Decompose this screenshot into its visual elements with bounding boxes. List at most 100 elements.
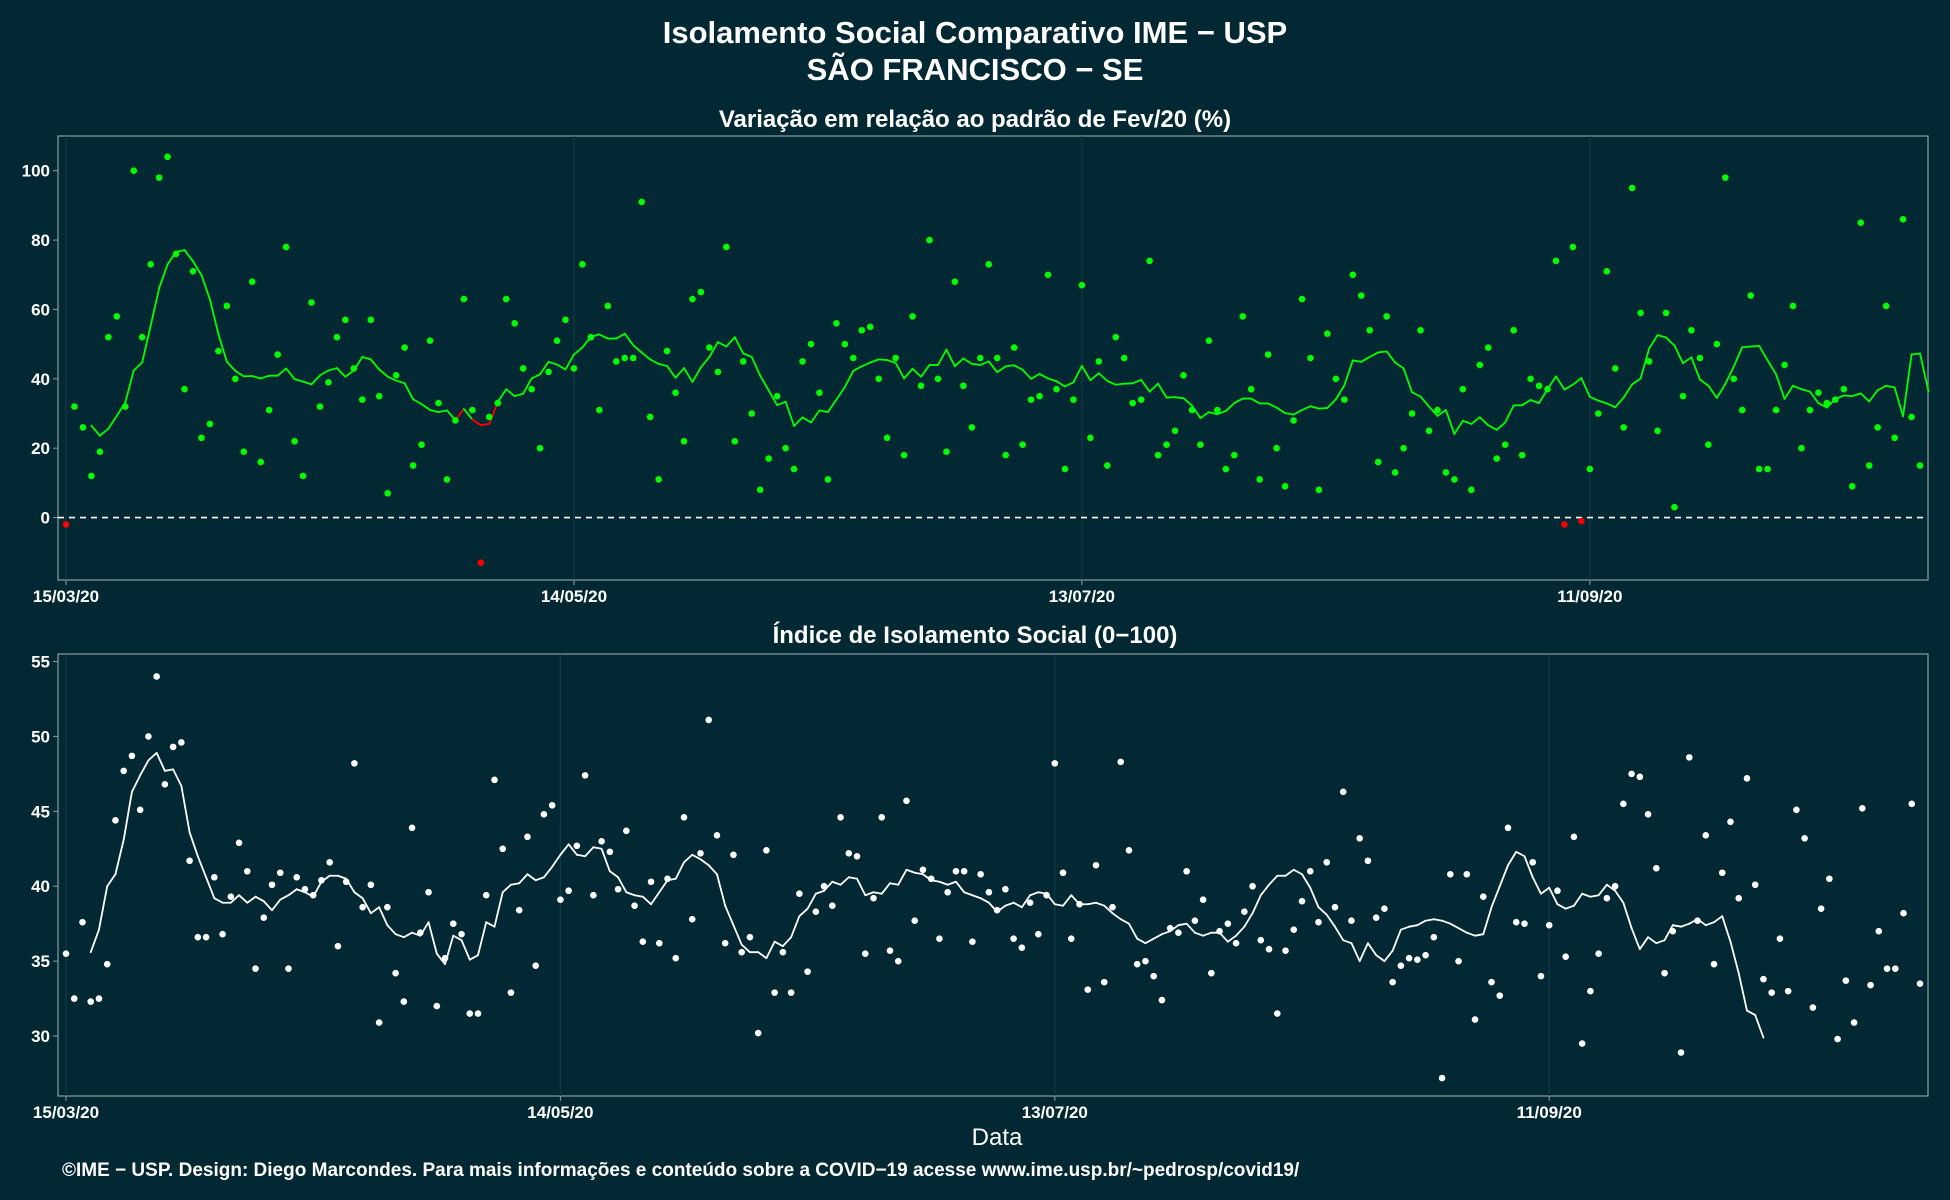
top-moving-average-segment — [1343, 359, 1354, 387]
top-moving-average-segment — [1047, 377, 1058, 383]
top-moving-average-segment — [336, 367, 347, 378]
bottom-moving-average-segment — [1128, 922, 1139, 940]
bottom-moving-average-segment — [1103, 904, 1114, 915]
top-data-point — [909, 313, 916, 320]
top-data-point — [1290, 417, 1297, 424]
top-data-point — [452, 417, 459, 424]
top-data-point — [232, 375, 239, 383]
bottom-moving-average-segment — [559, 843, 570, 856]
bottom-data-point — [1257, 936, 1265, 944]
bottom-data-point — [1175, 929, 1182, 936]
top-data-point — [1103, 462, 1111, 469]
top-data-point — [1815, 389, 1822, 396]
bottom-data-point — [1092, 861, 1100, 869]
top-moving-average-segment — [369, 358, 381, 371]
top-moving-average-segment — [1089, 372, 1100, 382]
bottom-y-tick-label: 35 — [31, 952, 50, 971]
top-data-point — [1137, 396, 1145, 403]
bottom-moving-average-segment — [905, 868, 916, 874]
top-moving-average-segment — [1690, 356, 1701, 381]
top-data-point — [1273, 444, 1280, 452]
bottom-data-point — [936, 935, 943, 942]
top-data-point — [257, 458, 265, 466]
top-moving-average-segment — [1436, 409, 1447, 417]
top-data-point — [892, 354, 899, 362]
bottom-moving-average-segment — [1605, 883, 1617, 892]
bottom-moving-average-segment — [1062, 894, 1073, 907]
top-data-point — [460, 295, 468, 303]
bottom-moving-average-segment — [337, 874, 348, 880]
top-data-point — [1662, 309, 1670, 317]
bottom-moving-average-segment — [1597, 883, 1608, 897]
top-moving-average-segment — [937, 348, 948, 366]
top-data-point — [1645, 358, 1653, 365]
top-moving-average-segment — [1445, 409, 1456, 435]
bottom-data-point — [631, 902, 638, 910]
top-y-tick-label: 40 — [31, 370, 50, 389]
top-moving-average-segment — [1030, 373, 1041, 380]
bottom-moving-average-segment — [1548, 886, 1559, 906]
top-data-point — [1061, 465, 1069, 473]
top-moving-average-segment — [1749, 344, 1761, 348]
bottom-moving-average-segment — [106, 873, 117, 888]
top-moving-average-segment — [158, 263, 169, 290]
bottom-x-tick-label: 13/07/20 — [1022, 1103, 1088, 1122]
top-data-point — [697, 288, 705, 296]
top-data-point — [147, 261, 154, 268]
top-moving-average-segment — [1072, 365, 1083, 384]
bottom-moving-average-segment — [1540, 886, 1551, 895]
top-data-point — [1527, 375, 1534, 383]
bottom-moving-average-segment — [1474, 933, 1485, 937]
top-data-point — [807, 340, 815, 348]
bottom-moving-average-segment — [913, 871, 924, 876]
bottom-moving-average-segment — [1647, 936, 1658, 945]
top-data-point — [934, 375, 942, 383]
bottom-data-point — [1331, 903, 1339, 911]
top-moving-average-segment — [1885, 384, 1896, 389]
top-data-point — [409, 462, 417, 469]
bottom-data-point — [1051, 760, 1059, 767]
top-moving-average-segment — [319, 369, 330, 377]
bottom-data-point — [944, 888, 951, 896]
bottom-data-point — [1084, 986, 1092, 993]
bottom-data-point — [1900, 909, 1907, 917]
bottom-moving-average-segment — [724, 904, 735, 927]
bottom-data-point — [1644, 811, 1652, 818]
bottom-panel: 15/03/20 14/05/20 13/07/20 11/09/20 30 35 40 45… — [31, 652, 1929, 1122]
top-data-point — [790, 465, 798, 473]
top-data-point — [1095, 358, 1103, 365]
bottom-moving-average-segment — [1259, 883, 1270, 897]
bottom-moving-average-segment — [592, 846, 603, 850]
top-data-point — [545, 368, 552, 376]
top-moving-average-segment — [183, 249, 194, 263]
bottom-moving-average-segment — [1630, 927, 1641, 951]
top-moving-average-segment — [1775, 373, 1786, 400]
top-moving-average-segment — [1902, 353, 1913, 418]
top-data-point — [663, 347, 671, 355]
bottom-moving-average-segment — [1523, 855, 1534, 879]
top-moving-average-segment — [1809, 390, 1820, 404]
top-data-point — [1705, 441, 1712, 449]
bottom-moving-average-segment — [1507, 850, 1518, 867]
top-data-point — [342, 316, 349, 324]
bottom-data-point — [1628, 770, 1635, 778]
top-moving-average-segment — [1114, 382, 1126, 386]
bottom-data-point — [787, 989, 795, 996]
bottom-data-point — [1859, 805, 1866, 812]
top-data-point — [418, 441, 425, 449]
bottom-moving-average-segment — [163, 768, 175, 772]
bottom-moving-average-segment — [369, 906, 381, 915]
top-data-point — [1561, 521, 1568, 528]
bottom-data-point — [977, 870, 984, 878]
bottom-data-point — [985, 888, 993, 896]
top-x-tick-label: 14/05/20 — [541, 587, 607, 606]
bottom-data-point — [1043, 891, 1050, 899]
bottom-data-point — [1908, 800, 1916, 808]
bottom-moving-average-segment — [979, 897, 990, 904]
top-data-point — [1552, 257, 1560, 265]
bottom-moving-average-segment — [856, 877, 867, 897]
top-data-point — [629, 354, 637, 362]
bottom-data-point — [1199, 896, 1207, 904]
top-data-point — [1425, 427, 1433, 435]
bottom-data-point — [194, 933, 202, 941]
